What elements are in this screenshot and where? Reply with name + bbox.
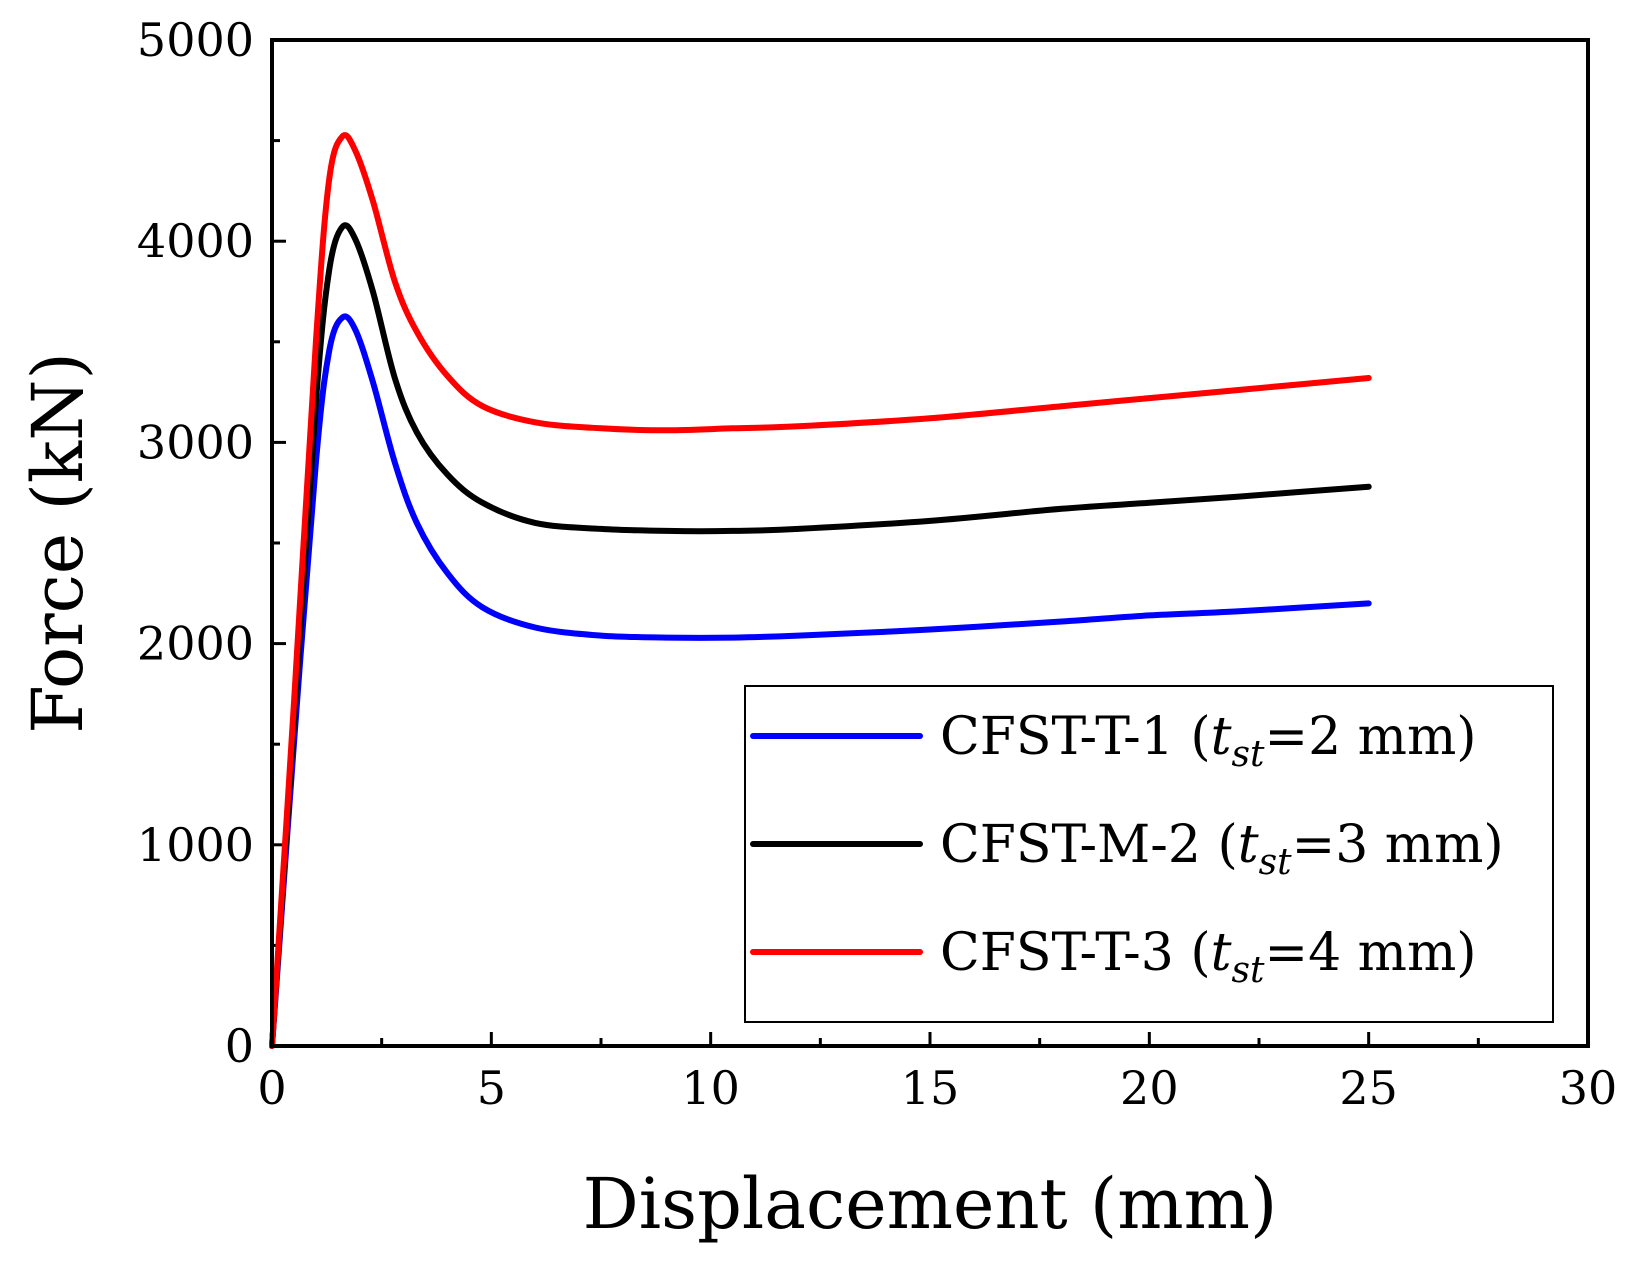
x-tick-label: 0: [257, 1061, 286, 1115]
series-line-cfst-m-2: [269, 222, 1372, 1049]
y-tick-labels: 0 1000 2000 3000 4000 5000: [137, 13, 254, 1073]
legend-box: [744, 685, 1554, 1023]
series-line-cfst-t-3: [269, 132, 1372, 1049]
x-tick-labels: 0 5 10 15 20 25 30: [257, 1061, 1617, 1115]
y-tick-label: 4000: [137, 214, 254, 268]
y-axis-title: Force (kN): [17, 352, 99, 734]
y-tick-label: 2000: [137, 617, 254, 671]
y-tick-label: 5000: [137, 13, 254, 67]
legend: CFST-T-1 (tst=2 mm) CFST-M-2 (tst=3 mm) CF…: [744, 685, 1554, 1023]
x-tick-label: 20: [1120, 1061, 1179, 1115]
x-tick-label: 25: [1339, 1061, 1398, 1115]
x-tick-label: 5: [477, 1061, 506, 1115]
legend-label-cfst-t-1: CFST-T-1 (tst=2 mm): [940, 707, 1477, 775]
legend-label-cfst-m-2: CFST-M-2 (tst=3 mm): [940, 815, 1504, 883]
series-line-cfst-t-1: [269, 313, 1372, 1049]
x-axis-title: Displacement (mm): [583, 1163, 1278, 1245]
y-tick-label: 3000: [137, 415, 254, 469]
series-lines: [269, 132, 1372, 1049]
y-tick-label: 0: [225, 1019, 254, 1073]
x-tick-label: 10: [681, 1061, 740, 1115]
plot-frame: [270, 38, 1590, 1048]
y-tick-label: 1000: [137, 818, 254, 872]
x-tick-label: 30: [1559, 1061, 1618, 1115]
x-tick-label: 15: [901, 1061, 960, 1115]
legend-label-cfst-t-3: CFST-T-3 (tst=4 mm): [940, 923, 1477, 991]
